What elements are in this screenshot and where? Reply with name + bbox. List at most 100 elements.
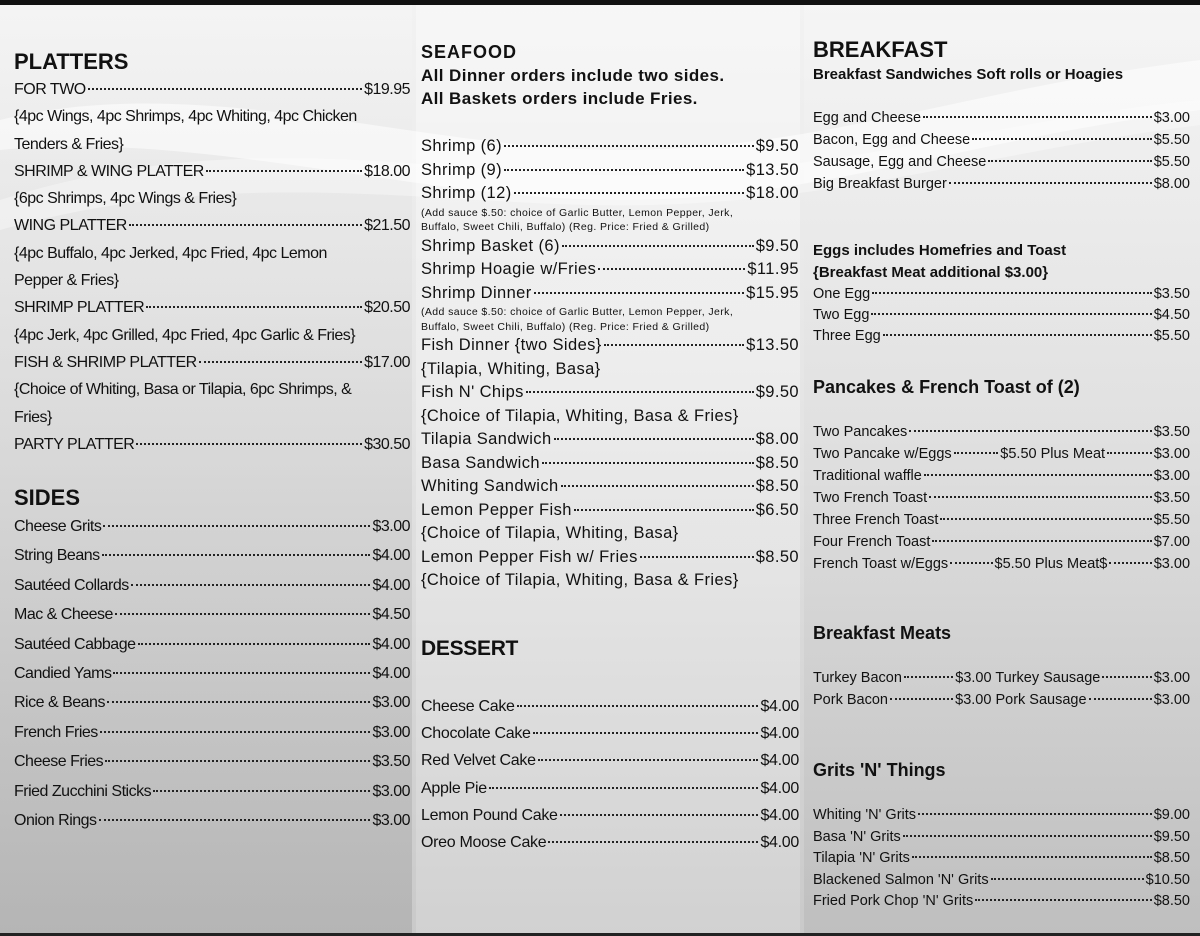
menu-item: SHRIMP & WING PLATTER $18.00 (14, 158, 410, 185)
menu-item: Basa 'N' Grits $9.50 (813, 827, 1190, 849)
menu-item: French Toast w/Eggs $5.50 Plus Meat$ $3.00 (813, 553, 1190, 575)
item-price: $3.50 (1153, 490, 1190, 506)
item-name: Shrimp Dinner (421, 283, 532, 302)
item-price: $3.00 (1153, 670, 1191, 686)
dot-leader (903, 676, 954, 678)
menu-item: SHRIMP PLATTER $20.50 (14, 294, 410, 321)
menu-item: Egg and Cheese $3.00 (813, 107, 1190, 129)
item-name: Cheese Fries (14, 753, 104, 771)
dot-leader (639, 555, 754, 558)
menu-item: Sautéed Collards $4.00 (14, 571, 410, 600)
item-name: Fried Pork Chop 'N' Grits (813, 893, 974, 909)
section-title: SIDES (14, 485, 81, 510)
dot-leader (889, 698, 954, 700)
dot-leader (948, 182, 1152, 184)
menu-section: SIDES Cheese Grits $3.00 String Beans $4.00 S… (14, 484, 410, 835)
menu-item: Mac & Cheese $4.50 (14, 600, 410, 629)
item-price: $4.00 (372, 635, 410, 653)
item-price: $4.00 (372, 665, 410, 683)
item-name: SHRIMP & WING PLATTER (14, 162, 204, 180)
menu-item: Lemon Pound Cake $4.00 (421, 802, 799, 829)
menu-section: Breakfast Meats Turkey Bacon $3.00 Turkey … (813, 620, 1190, 711)
item-price: $9.50 (1153, 828, 1190, 845)
item-name: Candied Yams (14, 665, 112, 683)
item-name: Big Breakfast Burger (813, 176, 947, 192)
dot-leader (603, 344, 745, 346)
dot-leader (988, 160, 1152, 162)
item-name: Turkey Bacon (813, 670, 902, 686)
item-price: $18.00 (364, 162, 410, 180)
item-price: $3.00 (372, 782, 410, 800)
item-name: Sausage, Egg and Cheese (813, 154, 987, 170)
item-name: Lemon Pepper Fish (421, 500, 572, 519)
section-lines: Whiting 'N' Grits $9.00 Basa 'N' Grits $9.5… (813, 805, 1190, 913)
item-name: Whiting 'N' Grits (813, 807, 917, 823)
menu-item: Four French Toast $7.00 (813, 531, 1190, 553)
menu-item: Big Breakfast Burger $8.00 (813, 173, 1190, 195)
dot-leader (146, 306, 363, 309)
menu-item: Shrimp (9) $13.50 (421, 159, 799, 183)
item-description: Pepper & Fries} (14, 272, 119, 290)
item-description: {Choice of Tilapia, Whiting, Basa & Frie… (421, 571, 739, 589)
dot-leader (882, 334, 1152, 336)
dot-leader (541, 461, 754, 464)
item-note: Buffalo, Sweet Chili, Buffalo) (Reg. Pri… (421, 221, 710, 233)
section-lines: One Egg $3.50 Two Egg $4.50 Three Egg $5.50 (813, 284, 1190, 347)
dot-leader (929, 496, 1152, 498)
dot-leader (918, 813, 1152, 815)
dot-leader (940, 518, 1152, 520)
item-price: $18.00 (746, 184, 799, 202)
section-title: DESSERT (421, 637, 519, 660)
dot-leader (923, 474, 1152, 476)
dot-leader (128, 224, 363, 227)
item-price: $4.50 (1153, 307, 1190, 323)
item-name: Bacon, Egg and Cheese (813, 132, 971, 148)
section-note: All Dinner orders include two sides. (421, 66, 725, 85)
item-name: Onion Rings (14, 812, 97, 830)
menu-item: Cheese Grits $3.00 (14, 512, 410, 541)
section-lines: Cheese Cake $4.00 Chocolate Cake $4.00 Red V… (421, 693, 799, 856)
section-title: BREAKFAST (813, 37, 948, 62)
menu-item: Cheese Cake $4.00 (421, 693, 799, 720)
dot-leader (1088, 698, 1152, 700)
dot-leader (488, 786, 759, 789)
item-price: $3.00 (1153, 110, 1190, 126)
menu-item: Two French Toast $3.50 (813, 487, 1190, 509)
menu-item: One Egg $3.50 (813, 284, 1190, 305)
item-price: $3.50 (1153, 286, 1190, 302)
menu-item: PARTY PLATTER $30.50 (14, 431, 410, 458)
item-description: {4pc Wings, 4pc Shrimps, 4pc Whiting, 4p… (14, 108, 357, 126)
item-name: Traditional waffle (813, 468, 922, 484)
dot-leader (872, 292, 1152, 294)
dot-leader (504, 145, 754, 147)
menu-item: Rice & Beans $3.00 (14, 688, 410, 717)
menu-item: Shrimp Basket (6) $9.50 (421, 235, 799, 259)
menu-item: Lemon Pepper Fish $6.50 (421, 499, 799, 523)
dot-leader (136, 442, 363, 445)
item-name: Basa 'N' Grits (813, 828, 901, 845)
item-price: $8.00 (755, 430, 799, 448)
item-price: $4.00 (760, 806, 799, 824)
item-name: Three Egg (813, 328, 881, 344)
menu-item: Blackened Salmon 'N' Grits $10.50 (813, 870, 1190, 892)
item-price: $3.00 (372, 518, 410, 535)
item-price: $3.00 (372, 694, 410, 712)
item-price: $8.50 (1153, 850, 1190, 866)
item-price: $3.00 (1153, 556, 1191, 572)
item-name: FISH & SHRIMP PLATTER (14, 353, 197, 371)
item-price: $9.50 (755, 137, 799, 155)
item-price: $4.00 (760, 698, 799, 715)
dot-leader (559, 813, 759, 816)
menu-item: FOR TWO $19.95 (14, 76, 410, 103)
section-lines: Turkey Bacon $3.00 Turkey Sausage $3.00 Por… (813, 667, 1190, 711)
item-description: Fries} (14, 408, 52, 426)
dot-leader (137, 642, 371, 645)
item-price: $5.50 Plus Meat$ (994, 556, 1108, 572)
menu-item: Two Egg $4.50 (813, 305, 1190, 326)
menu-item: WING PLATTER $21.50 (14, 212, 410, 239)
item-name: Four French Toast (813, 534, 931, 550)
section-title: Grits 'N' Things (813, 760, 946, 780)
dot-leader (198, 360, 363, 363)
menu-item: Three French Toast $5.50 (813, 509, 1190, 531)
item-name: Whiting Sandwich (421, 477, 559, 495)
